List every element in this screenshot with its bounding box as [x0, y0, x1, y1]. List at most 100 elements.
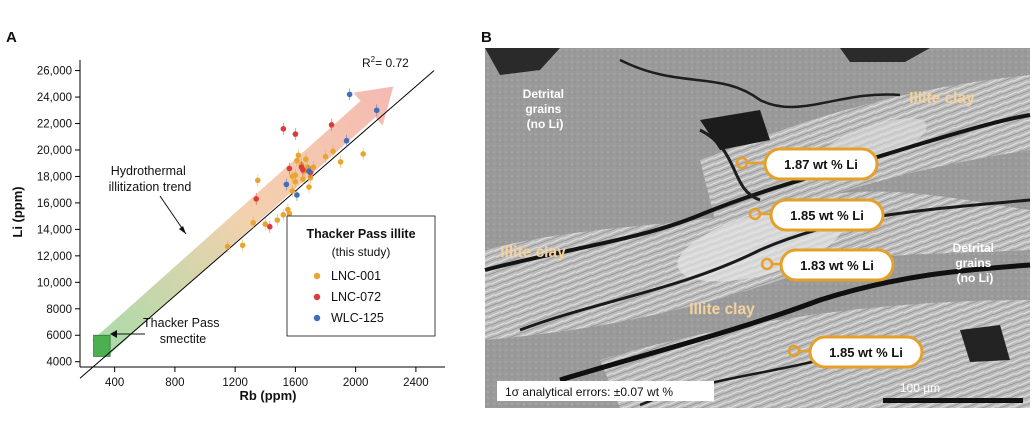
x-tick-label: 400	[105, 377, 124, 389]
y-tick-label: 10,000	[37, 277, 72, 289]
y-tick-label: 26,000	[37, 66, 72, 78]
data-point-lnc-001	[239, 242, 246, 249]
callout-box	[779, 248, 895, 282]
y-axis-title: Li (ppm)	[10, 186, 25, 237]
fit-line	[79, 70, 435, 379]
data-point-lnc-001	[250, 219, 257, 226]
data-point-lnc-001	[224, 243, 231, 250]
r2-label: R2= 0.72	[362, 55, 409, 70]
trend-label-line1: Hydrothermal	[111, 164, 186, 178]
data-point-lnc-001	[322, 153, 329, 160]
illite-clay-label-top: Illite clay	[909, 90, 975, 107]
y-tick-label: 24,000	[37, 92, 72, 104]
x-tick-label: 800	[165, 377, 184, 389]
y-tick-label: 8000	[46, 304, 72, 316]
legend-subtitle: (this study)	[332, 245, 391, 259]
callout: 1.85 wt % Li	[787, 335, 924, 369]
data-point-wlc-125	[294, 192, 300, 198]
legend-box	[286, 215, 436, 337]
crack	[484, 113, 1031, 272]
data-point-wlc-125	[283, 181, 290, 188]
callout-box	[808, 335, 924, 369]
data-point-lnc-001	[330, 148, 336, 155]
crack	[519, 198, 1031, 332]
trend-pointer-head	[179, 226, 186, 234]
y-tick-label: 6000	[46, 330, 72, 342]
legend-label: LNC-072	[331, 290, 381, 304]
data-point-lnc-001	[292, 178, 299, 185]
smectite-label: Thacker Pass smectite	[143, 316, 223, 346]
y-tick-label: 18,000	[37, 171, 72, 183]
x-tick-label: 2000	[343, 377, 369, 389]
data-point-lnc-001	[289, 188, 296, 194]
x-tick-label: 2400	[403, 377, 429, 389]
callout-box	[763, 147, 879, 181]
legend-marker	[313, 293, 321, 301]
data-point-lnc-072	[280, 126, 287, 132]
data-point-lnc-001	[285, 206, 291, 213]
y-tick-label: 16,000	[37, 198, 72, 210]
data-point-lnc-001	[280, 212, 287, 218]
illitization-trend-arrow	[92, 86, 394, 357]
data-point-wlc-125	[343, 137, 350, 144]
data-point-lnc-001	[254, 177, 261, 184]
legend: Thacker Pass illite (this study) LNC-001…	[286, 215, 436, 337]
data-point-lnc-001	[337, 159, 344, 165]
void	[840, 48, 930, 62]
legend-marker	[313, 314, 321, 322]
r2-exponent: 2	[371, 55, 376, 64]
void	[485, 48, 560, 75]
void	[960, 325, 1010, 362]
callout-text: 1.83 wt % Li	[800, 258, 874, 273]
callout-box	[769, 198, 885, 232]
scale-bar	[883, 398, 1023, 403]
data-point-lnc-001	[306, 184, 312, 190]
data-point-lnc-072	[286, 165, 293, 172]
smectite-label-line2: smectite	[160, 332, 207, 346]
detrital-grains-label-right: Detrital grains (no Li)	[953, 241, 998, 285]
data-point-lnc-001	[262, 221, 269, 227]
panel-b-label: B	[481, 29, 492, 46]
void	[700, 110, 770, 150]
smectite-label-line1: Thacker Pass	[143, 316, 219, 330]
y-tick-label: 4000	[46, 357, 72, 369]
data-point-lnc-001	[310, 164, 317, 170]
detrital-grains-label-left: Detrital grains (no Li)	[523, 87, 568, 131]
smectite-pointer-head	[110, 330, 117, 338]
legend-marker	[313, 272, 321, 280]
x-axis-title: Rb (ppm)	[239, 388, 296, 403]
crack	[559, 262, 1031, 383]
legend-label: WLC-125	[331, 311, 384, 325]
callout-text: 1.85 wt % Li	[829, 345, 903, 360]
data-point-lnc-072	[300, 167, 306, 173]
illite-clay-label-center: Illite clay	[689, 301, 755, 318]
data-point-lnc-001	[274, 217, 281, 223]
data-point-lnc-001	[289, 173, 296, 180]
data-point-lnc-001	[300, 176, 306, 182]
data-point-lnc-001	[294, 157, 300, 164]
legend-label: LNC-001	[331, 269, 381, 283]
data-point-wlc-125	[373, 107, 380, 114]
data-point-lnc-001	[303, 156, 309, 163]
callout-text: 1.85 wt % Li	[790, 208, 864, 223]
x-tick-label: 1200	[222, 377, 248, 389]
error-note: 1σ analytical errors: ±0.07 wt %	[505, 385, 673, 399]
callout: 1.87 wt % Li	[735, 147, 879, 181]
trend-label-line2: illitization trend	[109, 180, 192, 194]
crack	[699, 128, 761, 202]
sem-image: Detrital grains (no Li) Detrital grains …	[484, 48, 1031, 408]
r2-symbol: R	[362, 56, 371, 70]
callout: 1.83 wt % Li	[760, 248, 895, 282]
trend-label: Hydrothermal illitization trend	[109, 164, 192, 194]
data-point-lnc-072	[328, 122, 335, 128]
y-tick-label: 22,000	[37, 119, 72, 131]
y-tick-label: 14,000	[37, 224, 72, 236]
illite-clay-label-left: Illite clay	[500, 244, 566, 261]
scale-bar-label: 100 µm	[900, 381, 940, 395]
callout-text: 1.87 wt % Li	[784, 157, 858, 172]
data-point-lnc-001	[295, 152, 302, 159]
panel-a-label: A	[6, 29, 17, 46]
y-tick-label: 20,000	[37, 145, 72, 157]
y-tick-label: 12,000	[37, 251, 72, 263]
data-point-lnc-001	[360, 151, 366, 157]
